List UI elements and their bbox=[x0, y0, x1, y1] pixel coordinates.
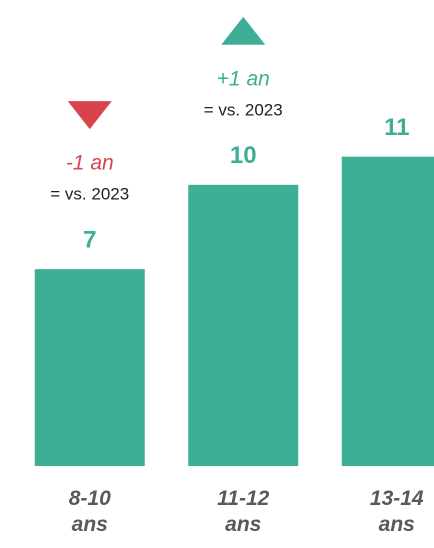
bar bbox=[341, 156, 434, 466]
annotation-change: +1 an bbox=[217, 67, 270, 90]
x-tick-label: 11-12 ans bbox=[217, 487, 270, 536]
value-label: 7 bbox=[83, 226, 96, 253]
change-arrow bbox=[67, 101, 112, 130]
bar bbox=[188, 184, 299, 466]
annotation-change: -1 an bbox=[66, 152, 114, 175]
value-label: 10 bbox=[230, 142, 257, 169]
value-label: 11 bbox=[384, 114, 409, 141]
annotation-note: = vs. 2023 bbox=[204, 100, 283, 119]
x-tick-label: 8-10 ans bbox=[68, 487, 111, 536]
x-tick-label: 13-14 ans bbox=[369, 487, 424, 536]
bar bbox=[34, 269, 145, 466]
annotation-note: = vs. 2023 bbox=[50, 185, 129, 204]
change-arrow bbox=[221, 16, 266, 45]
